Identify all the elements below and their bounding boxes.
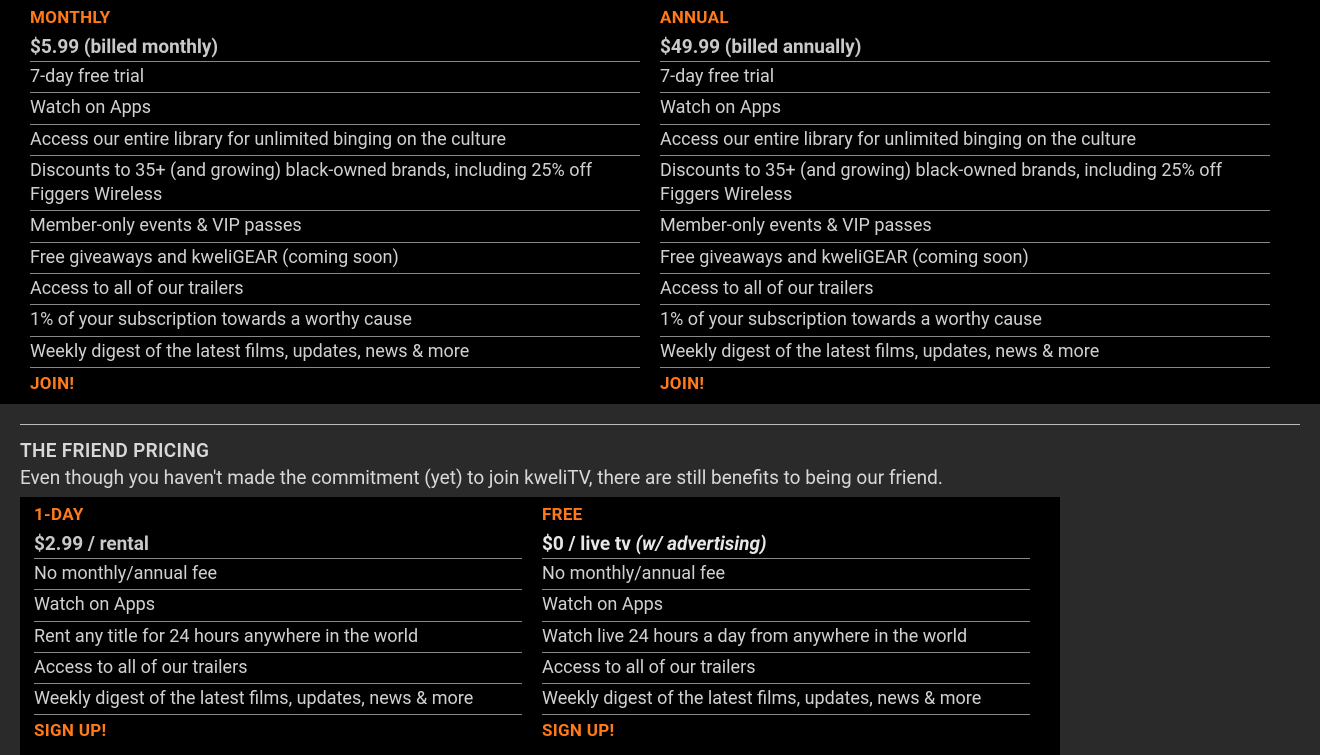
feature-item: 1% of your subscription towards a worthy…: [660, 305, 1270, 336]
plan-free-price-note: (w/ advertising): [636, 532, 767, 555]
feature-item: Member-only events & VIP passes: [660, 211, 1270, 242]
plan-free: FREE $0 / live tv (w/ advertising) No mo…: [542, 505, 1050, 741]
feature-item: Discounts to 35+ (and growing) black-own…: [660, 156, 1270, 212]
feature-item: 7-day free trial: [30, 62, 640, 93]
feature-item: Discounts to 35+ (and growing) black-own…: [30, 156, 640, 212]
feature-item: Access to all of our trailers: [542, 653, 1030, 684]
feature-item: Member-only events & VIP passes: [30, 211, 640, 242]
plan-annual: ANNUAL $49.99 (billed annually) 7-day fr…: [660, 8, 1290, 394]
plan-monthly-title: MONTHLY: [30, 8, 640, 28]
feature-item: Watch on Apps: [660, 93, 1270, 124]
friend-heading: THE FRIEND PRICING: [20, 439, 1300, 462]
feature-item: Free giveaways and kweliGEAR (coming soo…: [660, 243, 1270, 274]
friend-plans-row: 1-DAY $2.99 / rental No monthly/annual f…: [34, 505, 1050, 741]
friend-pricing-header: THE FRIEND PRICING Even though you haven…: [20, 439, 1300, 489]
feature-item: Free giveaways and kweliGEAR (coming soo…: [30, 243, 640, 274]
feature-item: Access to all of our trailers: [30, 274, 640, 305]
feature-item: Weekly digest of the latest films, updat…: [30, 337, 640, 368]
feature-item: No monthly/annual fee: [542, 559, 1030, 590]
paid-plans-panel: MONTHLY $5.99 (billed monthly) 7-day fre…: [0, 0, 1320, 404]
join-monthly-link[interactable]: JOIN!: [30, 374, 74, 394]
feature-item: Watch live 24 hours a day from anywhere …: [542, 622, 1030, 653]
feature-item: No monthly/annual fee: [34, 559, 522, 590]
feature-item: Watch on Apps: [34, 590, 522, 621]
feature-item: Watch on Apps: [30, 93, 640, 124]
feature-item: Weekly digest of the latest films, updat…: [660, 337, 1270, 368]
section-divider: [20, 424, 1300, 425]
join-annual-link[interactable]: JOIN!: [660, 374, 704, 394]
feature-item: Access to all of our trailers: [34, 653, 522, 684]
friend-subheading: Even though you haven't made the commitm…: [20, 466, 1300, 489]
friend-plans-panel: 1-DAY $2.99 / rental No monthly/annual f…: [20, 497, 1060, 755]
feature-item: Watch on Apps: [542, 590, 1030, 621]
plan-free-price-main: $0 / live tv: [542, 532, 636, 555]
plan-monthly: MONTHLY $5.99 (billed monthly) 7-day fre…: [30, 8, 660, 394]
feature-item: Weekly digest of the latest films, updat…: [542, 684, 1030, 715]
signup-1day-link[interactable]: SIGN UP!: [34, 721, 106, 741]
feature-item: 7-day free trial: [660, 62, 1270, 93]
plan-monthly-price: $5.99 (billed monthly): [30, 32, 640, 62]
feature-item: 1% of your subscription towards a worthy…: [30, 305, 640, 336]
plan-1day: 1-DAY $2.99 / rental No monthly/annual f…: [34, 505, 542, 741]
plan-free-price: $0 / live tv (w/ advertising): [542, 529, 1030, 559]
plan-1day-price: $2.99 / rental: [34, 529, 522, 559]
feature-item: Access our entire library for unlimited …: [660, 125, 1270, 156]
feature-item: Rent any title for 24 hours anywhere in …: [34, 622, 522, 653]
feature-item: Access to all of our trailers: [660, 274, 1270, 305]
signup-free-link[interactable]: SIGN UP!: [542, 721, 614, 741]
plan-1day-title: 1-DAY: [34, 505, 522, 525]
plan-annual-title: ANNUAL: [660, 8, 1270, 28]
feature-item: Access our entire library for unlimited …: [30, 125, 640, 156]
feature-item: Weekly digest of the latest films, updat…: [34, 684, 522, 715]
plan-free-title: FREE: [542, 505, 1030, 525]
plan-annual-price: $49.99 (billed annually): [660, 32, 1270, 62]
paid-plans-row: MONTHLY $5.99 (billed monthly) 7-day fre…: [30, 8, 1290, 394]
